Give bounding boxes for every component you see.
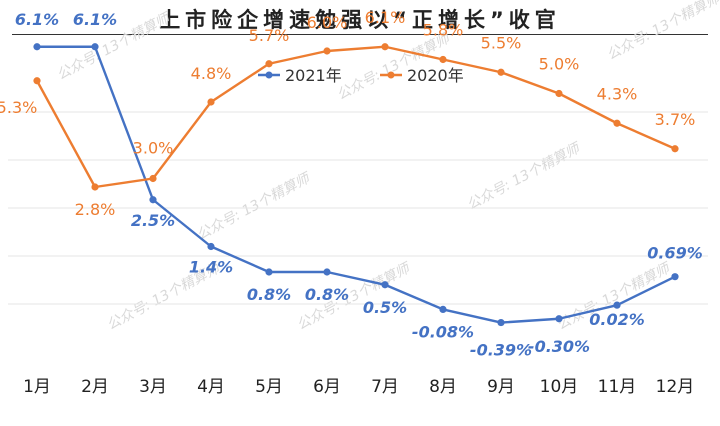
data-point (439, 55, 447, 64)
data-point (671, 273, 679, 281)
data-label: 3.0% (133, 139, 174, 158)
data-label: 2.8% (75, 200, 116, 219)
data-label: 6.0% (307, 13, 348, 32)
x-tick-label: 10月 (540, 377, 579, 397)
x-tick-label: 8月 (429, 377, 457, 397)
data-point (497, 318, 505, 327)
data-point (439, 305, 447, 313)
data-point (33, 43, 41, 51)
x-tick-label: 3月 (139, 377, 167, 397)
data-label: 2.5% (131, 211, 175, 230)
data-label: 4.3% (597, 84, 638, 103)
data-point (555, 315, 563, 323)
data-point (381, 281, 389, 289)
data-point (33, 77, 41, 85)
x-tick-label: 1月 (23, 377, 51, 397)
data-point (555, 89, 563, 98)
data-point (265, 268, 273, 276)
data-point (613, 301, 621, 309)
data-label: 0.8% (247, 285, 291, 304)
data-label: -0.39% (470, 341, 532, 360)
data-label: 0.02% (589, 310, 645, 329)
data-label: 6.1% (365, 8, 406, 27)
data-label: 6.1% (15, 10, 59, 29)
watermark-text: 公众号: 13个精算师 (464, 139, 585, 213)
data-point (149, 174, 157, 183)
data-label: 4.8% (191, 64, 232, 83)
series-line (37, 45, 676, 324)
data-point (497, 68, 505, 76)
data-label: 5.7% (249, 26, 290, 45)
data-point (381, 43, 389, 51)
legend-marker (387, 71, 395, 79)
data-point (91, 43, 99, 51)
x-tick-label: 9月 (487, 377, 515, 397)
chart-title: 上市险企增速勉强以“正增长”收官 (159, 8, 561, 32)
data-point (671, 145, 679, 153)
data-point (207, 242, 215, 251)
data-label: 3.7% (655, 110, 696, 129)
data-point (323, 47, 331, 55)
data-label: -0.30% (528, 337, 590, 356)
x-tick-label: 5月 (255, 377, 283, 397)
data-label: 0.69% (647, 244, 703, 263)
x-tick-label: 7月 (371, 377, 399, 397)
data-point (265, 60, 273, 68)
x-tick-label: 4月 (197, 377, 225, 397)
data-point (207, 98, 215, 106)
data-label: 5.5% (481, 33, 522, 52)
data-label: 1.4% (189, 258, 233, 277)
data-label: -0.08% (412, 322, 474, 341)
data-label: 5.3% (0, 98, 37, 117)
data-point (149, 196, 157, 204)
data-label: 5.0% (539, 55, 580, 74)
x-tick-label: 6月 (313, 377, 341, 397)
data-point (323, 268, 331, 276)
legend-label: 2021年 (285, 66, 342, 85)
x-tick-label: 11月 (598, 377, 637, 397)
data-label: 6.1% (73, 10, 117, 29)
legend-label: 2020年 (407, 66, 464, 85)
x-tick-label: 2月 (81, 377, 109, 397)
title-underline (12, 34, 708, 35)
series-line (35, 45, 676, 189)
watermark-text: 公众号: 13个精算师 (604, 0, 720, 64)
data-point (91, 183, 99, 191)
data-label: 5.8% (423, 21, 464, 40)
data-label: 0.8% (305, 285, 349, 304)
data-label: 0.5% (363, 298, 407, 317)
data-point (613, 119, 621, 127)
legend-marker (265, 71, 273, 79)
watermark-text: 公众号: 13个精算师 (194, 169, 315, 243)
x-tick-label: 12月 (656, 377, 695, 397)
